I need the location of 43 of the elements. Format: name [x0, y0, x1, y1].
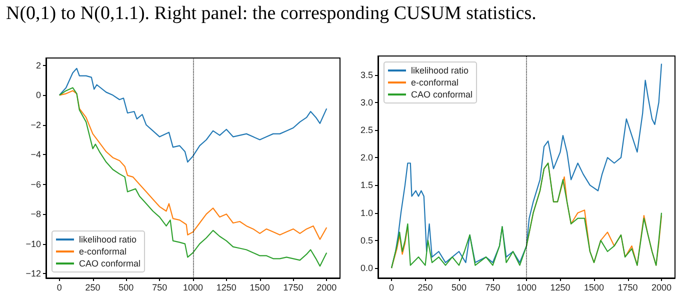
x-tick-label: 1000 — [516, 282, 537, 292]
y-tick-label: −10 — [26, 238, 41, 249]
y-tick-label: −8 — [30, 209, 41, 220]
y-tick-label: 1.0 — [360, 208, 373, 218]
x-tick-label: 1500 — [250, 282, 270, 292]
x-tick-label: 0 — [56, 282, 62, 292]
y-tick-label: −2 — [30, 120, 41, 130]
x-tick-label: 1750 — [618, 282, 638, 292]
x-tick-label: 1500 — [584, 282, 604, 292]
x-tick-label: 750 — [485, 282, 500, 292]
x-tick-label: 1250 — [550, 282, 570, 292]
y-tick-label: 3.0 — [360, 97, 373, 108]
x-tick-label: 1750 — [283, 282, 304, 292]
y-tick-label: −6 — [30, 179, 41, 190]
y-tick-label: 0.0 — [360, 263, 373, 274]
line-series — [58, 87, 328, 267]
x-tick-label: 250 — [85, 282, 100, 292]
y-tick-label: 1.5 — [360, 180, 373, 190]
y-tick-label: 0.5 — [360, 235, 373, 246]
x-tick-label: 2000 — [651, 282, 672, 292]
x-tick-label: 1250 — [216, 282, 236, 292]
x-tick-label: 500 — [451, 282, 467, 292]
y-tick-label: 2 — [36, 60, 41, 70]
y-tick-label: −4 — [30, 150, 41, 160]
x-tick-label: 750 — [152, 282, 168, 292]
line-series — [58, 68, 328, 163]
x-tick-label: 500 — [118, 282, 134, 292]
y-tick-label: 2.5 — [360, 125, 373, 135]
legend-label: likelihood ratio — [411, 66, 469, 76]
y-tick-label: 2.0 — [360, 152, 373, 163]
y-tick-label: −12 — [26, 268, 41, 279]
legend-label: CAO conformal — [411, 90, 473, 100]
legend-label: e-conformal — [79, 246, 127, 256]
x-tick-label: 0 — [388, 282, 394, 292]
legend-label: e-conformal — [411, 78, 459, 88]
legend-label: likelihood ratio — [79, 234, 137, 244]
y-tick-label: 0 — [36, 90, 41, 100]
y-tick-label: 3.5 — [360, 70, 373, 80]
text: N(0,1) to N(0,1.1). Right panel: the corresponding CUSUM statistics. — [6, 3, 536, 25]
x-tick-label: 2000 — [316, 282, 337, 292]
x-tick-label: 1000 — [182, 282, 204, 292]
x-tick-label: 250 — [418, 282, 433, 292]
legend-label: CAO conformal — [79, 258, 141, 268]
